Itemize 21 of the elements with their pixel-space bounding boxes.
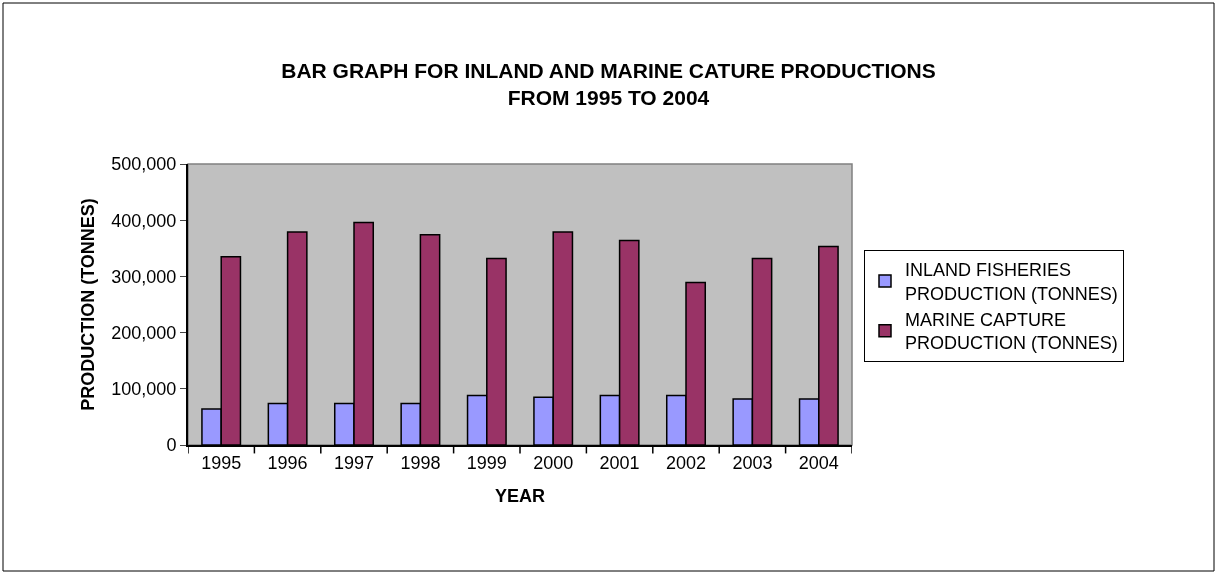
y-tick-label: 500,000 <box>111 154 177 175</box>
y-axis-title: PRODUCTION (TONNES) <box>78 198 99 411</box>
x-tick-label: 2001 <box>599 452 640 473</box>
x-tick-label: 1998 <box>400 452 441 473</box>
legend-label: INLAND FISHERIES PRODUCTION (TONNES) <box>905 260 1118 304</box>
x-tick-label: 2002 <box>665 452 707 473</box>
y-tick-label: 400,000 <box>111 210 177 231</box>
x-tick-label: 1996 <box>267 452 308 473</box>
y-tick-label: 300,000 <box>111 266 177 287</box>
x-tick-label: 1999 <box>466 452 507 473</box>
x-axis-title: YEAR <box>494 486 546 507</box>
y-tick-label: 200,000 <box>111 322 177 343</box>
chart-title: BAR GRAPH FOR INLAND AND MARINE CATURE PRODUCTIONS FROM 1995 TO 2004 <box>281 59 936 110</box>
x-tick-label: 1995 <box>201 452 242 473</box>
x-tick-label: 2003 <box>732 452 773 473</box>
x-tick-label: 2000 <box>533 452 574 473</box>
legend-label: MARINE CAPTURE PRODUCTION (TONNES) <box>905 310 1118 354</box>
x-tick-label: 1997 <box>333 452 375 473</box>
y-tick-label: 0 <box>166 435 177 456</box>
y-tick-label: 100,000 <box>111 379 177 400</box>
x-tick-label: 2004 <box>798 452 839 473</box>
